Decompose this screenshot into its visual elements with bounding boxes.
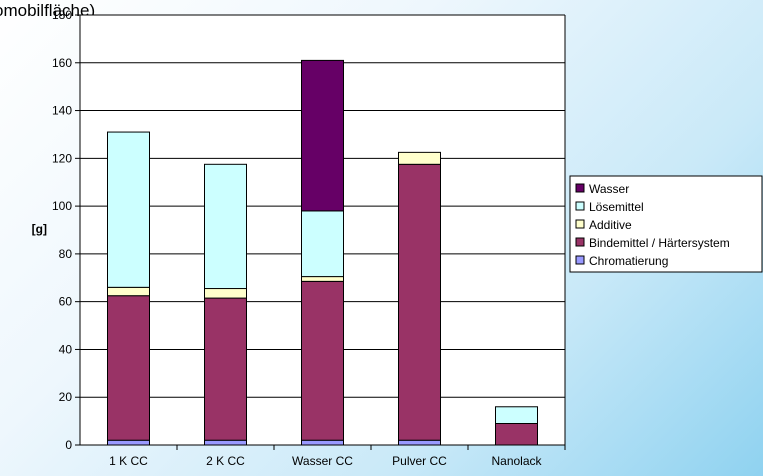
legend-swatch bbox=[575, 183, 585, 193]
legend-label: Chromatierung bbox=[589, 254, 668, 268]
bar-segment bbox=[398, 163, 441, 441]
bar-segment bbox=[301, 210, 344, 278]
legend: Wasser Lösemittel Additive Bindemittel / Hä… bbox=[569, 175, 763, 273]
legend-label: Additive bbox=[589, 218, 632, 232]
x-tick-label: Nanolack bbox=[491, 454, 542, 468]
legend-label: Wasser bbox=[589, 182, 629, 196]
bar-segment bbox=[204, 297, 247, 441]
x-tick-label: Pulver CC bbox=[392, 454, 447, 468]
y-tick-label: 20 bbox=[59, 390, 73, 404]
y-tick-label: 160 bbox=[52, 56, 72, 70]
bar-segment bbox=[495, 406, 538, 424]
chart-title: omobilfläche) bbox=[0, 1, 95, 20]
legend-label: Lösemittel bbox=[589, 200, 644, 214]
bar-segment bbox=[495, 423, 538, 446]
bar-segment bbox=[398, 439, 441, 446]
y-tick-label: 80 bbox=[59, 247, 73, 261]
bar-segment bbox=[107, 295, 150, 441]
axes: 0 20 40 60 80 100 120 140 160 180 1 K CC 2 K CC Wass… bbox=[52, 8, 566, 468]
legend-label: Bindemittel / Härtersystem bbox=[589, 236, 730, 250]
legend-swatch bbox=[575, 255, 585, 265]
y-tick-label: 60 bbox=[59, 295, 73, 309]
y-tick-label: 120 bbox=[52, 151, 72, 165]
bars bbox=[107, 59, 538, 446]
bar-segment bbox=[301, 280, 344, 441]
x-tick-label: 1 K CC bbox=[109, 454, 148, 468]
bar-segment bbox=[107, 286, 150, 297]
bar-segment bbox=[301, 439, 344, 446]
bar-segment bbox=[107, 439, 150, 446]
legend-swatch bbox=[575, 219, 585, 229]
bar-segment bbox=[204, 439, 247, 446]
bar-segment bbox=[204, 163, 247, 290]
x-tick-label: 2 K CC bbox=[206, 454, 245, 468]
bar-segment bbox=[107, 131, 150, 288]
bar-segment bbox=[398, 151, 441, 165]
y-axis-label: [g] bbox=[32, 222, 47, 236]
bar-segment bbox=[301, 59, 344, 212]
legend-swatch bbox=[575, 237, 585, 247]
legend-box bbox=[569, 175, 763, 273]
bar-segment bbox=[204, 288, 247, 299]
legend-swatch bbox=[575, 201, 585, 211]
y-tick-label: 0 bbox=[65, 438, 72, 452]
y-tick-label: 40 bbox=[59, 342, 73, 356]
y-tick-label: 100 bbox=[52, 199, 72, 213]
bar-segment bbox=[301, 276, 344, 282]
y-tick-label: 140 bbox=[52, 104, 72, 118]
y-tick-label: 180 bbox=[52, 8, 72, 22]
x-tick-label: Wasser CC bbox=[292, 454, 353, 468]
